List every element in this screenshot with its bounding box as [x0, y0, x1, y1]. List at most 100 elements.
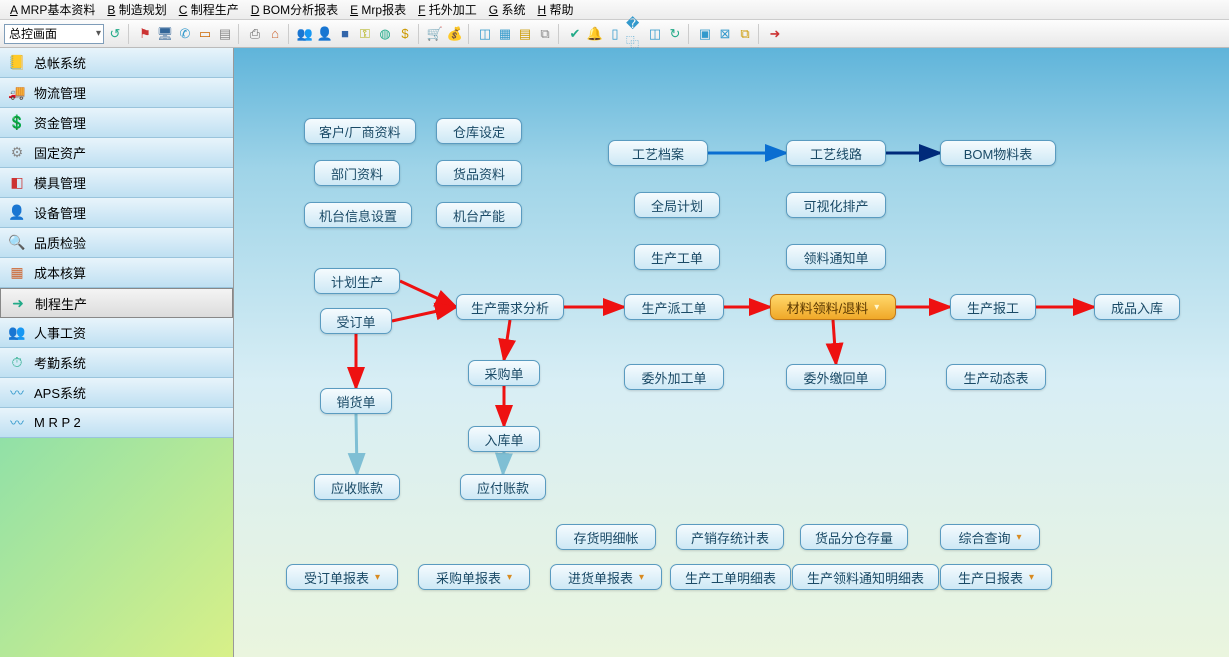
- cascade-icon[interactable]: ⧉: [736, 25, 754, 43]
- flow-node[interactable]: 采购单报表▾: [418, 564, 530, 590]
- flow-node[interactable]: 生产动态表: [946, 364, 1046, 390]
- sidebar-item[interactable]: ◧模具管理: [0, 168, 233, 198]
- save-icon[interactable]: ▣: [696, 25, 714, 43]
- flow-node[interactable]: 机台信息设置: [304, 202, 412, 228]
- close-icon[interactable]: ⊠: [716, 25, 734, 43]
- reload-icon[interactable]: ↻: [666, 25, 684, 43]
- check-icon[interactable]: ✔: [566, 25, 584, 43]
- money-icon[interactable]: 💰: [446, 25, 464, 43]
- book-icon[interactable]: ▭: [196, 25, 214, 43]
- copy-icon[interactable]: ⧉: [536, 25, 554, 43]
- monitor-icon[interactable]: 🖥: [156, 25, 174, 43]
- flow-node[interactable]: 受订单报表▾: [286, 564, 398, 590]
- flow-node[interactable]: 委外缴回单: [786, 364, 886, 390]
- sidebar-item-label: 固定资产: [34, 143, 86, 162]
- phone-icon[interactable]: ✆: [176, 25, 194, 43]
- sidebar-item[interactable]: 👤设备管理: [0, 198, 233, 228]
- list-icon[interactable]: ▤: [516, 25, 534, 43]
- flow-node[interactable]: 计划生产: [314, 268, 400, 294]
- flow-node[interactable]: 货品资料: [436, 160, 522, 186]
- menu-item[interactable]: A MRP基本资料: [4, 1, 101, 18]
- sidebar-item-label: 物流管理: [34, 83, 86, 102]
- bell-icon[interactable]: 🔔: [586, 25, 604, 43]
- menu-item[interactable]: E Mrp报表: [344, 1, 412, 18]
- refresh-icon[interactable]: ↺: [106, 25, 124, 43]
- module-icon: 👤: [8, 204, 26, 222]
- cart-icon[interactable]: 🛒: [426, 25, 444, 43]
- flow-node[interactable]: 生产需求分析: [456, 294, 564, 320]
- flow-node[interactable]: 材料领料/退料▾: [770, 294, 896, 320]
- menu-item[interactable]: H 帮助: [531, 1, 579, 18]
- flow-node[interactable]: 生产领料通知明细表: [792, 564, 939, 590]
- users-icon[interactable]: 👥: [296, 25, 314, 43]
- tree-icon[interactable]: �⿻: [626, 25, 644, 43]
- flow-node[interactable]: 生产派工单: [624, 294, 724, 320]
- chevron-down-icon: ▾: [375, 572, 380, 583]
- sidebar-item[interactable]: 〰APS系统: [0, 378, 233, 408]
- view-combo[interactable]: 总控画面: [4, 24, 104, 44]
- flow-node[interactable]: 工艺档案: [608, 140, 708, 166]
- flow-node[interactable]: 仓库设定: [436, 118, 522, 144]
- sidebar-item[interactable]: 👥人事工资: [0, 318, 233, 348]
- globe-icon[interactable]: ◍: [376, 25, 394, 43]
- flow-node[interactable]: 综合查询▾: [940, 524, 1040, 550]
- flow-node[interactable]: 部门资料: [314, 160, 400, 186]
- sidebar-item-label: 成本核算: [34, 263, 86, 282]
- menu-item[interactable]: F 托外加工: [412, 1, 483, 18]
- box-icon[interactable]: ■: [336, 25, 354, 43]
- flow-node[interactable]: 入库单: [468, 426, 540, 452]
- sidebar-item-label: 资金管理: [34, 113, 86, 132]
- sidebar-item[interactable]: 〰M R P 2: [0, 408, 233, 438]
- menubar: A MRP基本资料B 制造规划C 制程生产D BOM分析报表E Mrp报表F 托…: [0, 0, 1229, 20]
- sidebar-item-label: 人事工资: [34, 323, 86, 342]
- sidebar-item[interactable]: ▦成本核算: [0, 258, 233, 288]
- flow-node[interactable]: 生产工单: [634, 244, 720, 270]
- home-icon[interactable]: ⌂: [266, 25, 284, 43]
- flow-node[interactable]: 生产日报表▾: [940, 564, 1052, 590]
- flow-node[interactable]: 应付账款: [460, 474, 546, 500]
- flow-node[interactable]: 机台产能: [436, 202, 522, 228]
- flow-node[interactable]: 进货单报表▾: [550, 564, 662, 590]
- sidebar-item[interactable]: 🚚物流管理: [0, 78, 233, 108]
- exit-icon[interactable]: ➜: [766, 25, 784, 43]
- menu-item[interactable]: G 系统: [483, 1, 532, 18]
- sidebar-item[interactable]: 📒总帐系统: [0, 48, 233, 78]
- sidebar-item[interactable]: ⚙固定资产: [0, 138, 233, 168]
- flow-node[interactable]: 销货单: [320, 388, 392, 414]
- sidebar-item[interactable]: ⏱考勤系统: [0, 348, 233, 378]
- flow-canvas: 客户/厂商资料仓库设定部门资料 货品资料机台信息设置机台产能 工艺档案 工艺线路 BOM…: [234, 48, 1229, 657]
- coin-icon[interactable]: $: [396, 25, 414, 43]
- flow-node[interactable]: 客户/厂商资料: [304, 118, 416, 144]
- menu-item[interactable]: D BOM分析报表: [245, 1, 344, 18]
- user-icon[interactable]: 👤: [316, 25, 334, 43]
- flow-node[interactable]: 可视化排产: [786, 192, 886, 218]
- org-icon[interactable]: ◫: [646, 25, 664, 43]
- sidebar-item[interactable]: 💲资金管理: [0, 108, 233, 138]
- key-icon[interactable]: ⚿: [356, 25, 374, 43]
- page-icon[interactable]: ▤: [216, 25, 234, 43]
- menu-item[interactable]: C 制程生产: [173, 1, 245, 18]
- window-icon[interactable]: ◫: [476, 25, 494, 43]
- flow-node[interactable]: 生产工单明细表: [670, 564, 791, 590]
- menu-item[interactable]: B 制造规划: [101, 1, 172, 18]
- flow-node[interactable]: BOM物料表: [940, 140, 1056, 166]
- flow-node[interactable]: 存货明细帐: [556, 524, 656, 550]
- flow-node[interactable]: 受订单: [320, 308, 392, 334]
- flow-node[interactable]: 产销存统计表: [676, 524, 784, 550]
- flag-icon[interactable]: ⚑: [136, 25, 154, 43]
- flow-node[interactable]: 委外加工单: [624, 364, 724, 390]
- form-icon[interactable]: ▦: [496, 25, 514, 43]
- sidebar-item[interactable]: ➜制程生产: [0, 288, 233, 318]
- sidebar-item[interactable]: 🔍品质检验: [0, 228, 233, 258]
- flow-node[interactable]: 工艺线路: [786, 140, 886, 166]
- chevron-down-icon: ▾: [507, 572, 512, 583]
- flow-node[interactable]: 采购单: [468, 360, 540, 386]
- flow-node[interactable]: 全局计划: [634, 192, 720, 218]
- flow-node[interactable]: 应收账款: [314, 474, 400, 500]
- printer-icon[interactable]: ⎙: [246, 25, 264, 43]
- flow-node[interactable]: 领料通知单: [786, 244, 886, 270]
- flow-node[interactable]: 货品分仓存量: [800, 524, 908, 550]
- doc-icon[interactable]: ▯: [606, 25, 624, 43]
- flow-node[interactable]: 成品入库: [1094, 294, 1180, 320]
- flow-node[interactable]: 生产报工: [950, 294, 1036, 320]
